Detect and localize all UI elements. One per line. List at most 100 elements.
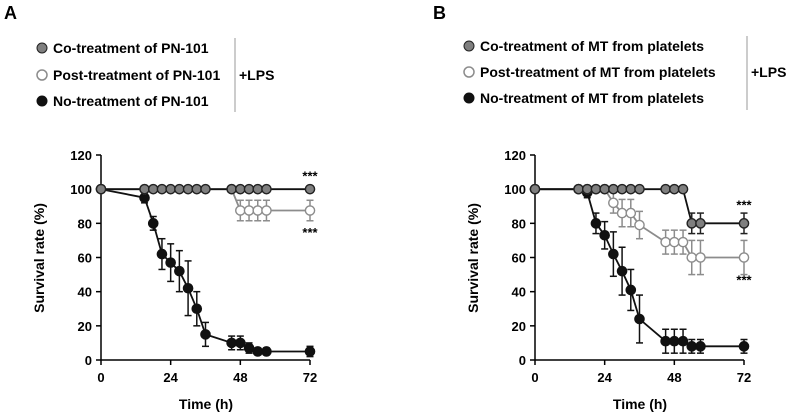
legend-label-no-treatment: No-treatment of MT from platelets [480, 90, 704, 106]
data-point [695, 341, 706, 352]
legend-marker-co-treatment [463, 40, 475, 52]
data-point [529, 183, 541, 195]
panel-a-legend: Co-treatment of PN-101 Post-treatment of… [36, 38, 274, 112]
panel-b-label: B [433, 3, 446, 23]
data-point [139, 192, 150, 204]
data-point [625, 183, 637, 195]
data-point [147, 183, 159, 195]
data-point [235, 205, 246, 216]
data-point [677, 236, 689, 248]
x-tick-label: 72 [737, 370, 751, 385]
data-point [191, 183, 203, 195]
data-point [616, 207, 628, 219]
data-point [243, 183, 255, 195]
data-point [304, 183, 316, 195]
data-point [738, 341, 750, 352]
data-point [252, 346, 264, 357]
y-tick-label: 20 [512, 319, 526, 334]
x-tick-label: 72 [303, 370, 317, 385]
significance-label: *** [736, 273, 752, 288]
x-tick-label: 0 [97, 370, 104, 385]
data-point [147, 218, 159, 229]
data-point [608, 248, 619, 260]
data-point [669, 183, 680, 195]
y-tick-label: 120 [504, 148, 526, 163]
legend-group-label: +LPS [239, 67, 274, 83]
data-point [738, 218, 750, 229]
x-tick-label: 48 [233, 370, 247, 385]
series-co-treatment [529, 183, 750, 235]
legend-group-label: +LPS [751, 64, 786, 80]
data-point [677, 183, 689, 195]
data-point [590, 218, 602, 229]
data-point [695, 218, 706, 229]
data-point [686, 218, 698, 229]
data-point [677, 335, 689, 347]
data-point [235, 183, 246, 195]
y-tick-label: 60 [78, 251, 92, 266]
y-axis-title: Survival rate (%) [465, 203, 481, 313]
legend-label-co-treatment: Co-treatment of PN-101 [53, 40, 209, 56]
data-point [252, 205, 264, 216]
data-point [226, 183, 237, 195]
significance-label: *** [736, 198, 752, 213]
data-point [625, 207, 637, 219]
data-point [156, 248, 168, 260]
data-point [235, 337, 246, 349]
data-point [634, 313, 645, 325]
legend-label-co-treatment: Co-treatment of MT from platelets [480, 38, 704, 54]
data-point [738, 252, 750, 263]
series-no-treatment [529, 183, 750, 354]
data-point [669, 335, 680, 347]
legend-marker-no-treatment [463, 92, 475, 104]
y-tick-label: 0 [519, 353, 526, 368]
panel-a: A Co-treatment of PN-101 Post-treatment … [4, 3, 310, 412]
data-point [660, 183, 671, 195]
x-axis-title: Time (h) [179, 396, 233, 412]
data-point [634, 183, 645, 195]
data-point [573, 183, 584, 195]
data-point [182, 282, 194, 294]
data-point [165, 183, 176, 195]
data-point [660, 335, 671, 347]
legend-label-post-treatment: Post-treatment of PN-101 [53, 67, 220, 83]
y-axis-title: Survival rate (%) [31, 203, 47, 313]
significance-label: *** [302, 225, 318, 240]
y-tick-label: 40 [512, 285, 526, 300]
panel-b: B Co-treatment of MT from platelets Post… [433, 3, 786, 412]
x-tick-label: 24 [163, 370, 178, 385]
panel-a-plot: 0 20 40 60 80 100 120 0 24 48 72 *** *** [70, 148, 318, 385]
data-point [226, 337, 237, 349]
data-point [174, 183, 185, 195]
data-point [590, 183, 602, 195]
y-tick-label: 40 [78, 285, 92, 300]
data-point [200, 329, 211, 340]
data-point [304, 205, 316, 216]
series-post-treatment [529, 183, 750, 276]
data-point [616, 265, 628, 277]
data-point [599, 183, 610, 195]
data-point [261, 183, 272, 195]
data-point [243, 342, 255, 354]
y-tick-label: 0 [85, 353, 92, 368]
panel-b-legend: Co-treatment of MT from platelets Post-t… [463, 36, 786, 110]
significance-label: *** [302, 169, 318, 184]
y-tick-label: 120 [70, 148, 92, 163]
data-point [182, 183, 194, 195]
data-point [243, 205, 255, 216]
y-tick-label: 80 [78, 216, 92, 231]
data-point [252, 183, 264, 195]
data-point [139, 183, 150, 195]
x-tick-label: 48 [667, 370, 681, 385]
data-point [261, 346, 272, 357]
data-point [581, 183, 593, 195]
x-tick-label: 0 [531, 370, 538, 385]
data-point [669, 236, 680, 248]
legend-marker-post-treatment [463, 66, 475, 78]
data-point [616, 183, 628, 195]
chart-marks: 0 20 40 60 80 100 120 0 24 48 72 *** *** 0 20 40 60 80 100… [70, 148, 752, 385]
y-tick-label: 100 [70, 182, 92, 197]
panel-a-label: A [4, 3, 17, 23]
data-point [304, 346, 316, 357]
